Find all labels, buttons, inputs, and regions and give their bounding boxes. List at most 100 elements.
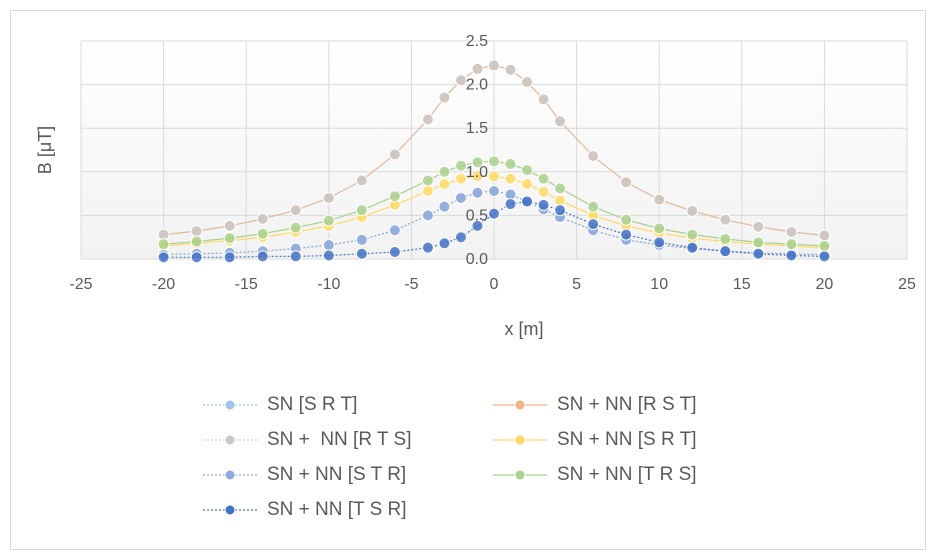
data-point [537, 185, 550, 198]
data-point [818, 239, 831, 252]
data-point [504, 198, 517, 211]
y-tick-label: 2.0 [466, 77, 488, 94]
data-point [719, 232, 732, 245]
data-point [785, 225, 798, 238]
data-point [620, 176, 633, 189]
data-point [421, 209, 434, 222]
data-point [504, 63, 517, 76]
legend-marker-icon [203, 469, 257, 481]
data-point [438, 237, 451, 250]
legend-marker-icon [493, 399, 547, 411]
x-tick-label: 10 [650, 276, 668, 293]
data-point [471, 156, 484, 169]
data-point [223, 232, 236, 245]
data-point [388, 190, 401, 203]
data-point [471, 186, 484, 199]
data-point [355, 247, 368, 260]
data-point [157, 238, 170, 251]
data-point [587, 200, 600, 213]
data-point [488, 155, 500, 168]
data-point [289, 250, 302, 263]
chart-frame: 0.0 0.5 1.0 1.5 2.0 2.5 -25 -20 -15 -10 -5 0 5 10 15 20… [10, 10, 926, 550]
data-point [454, 191, 467, 204]
data-point [653, 193, 666, 206]
x-tick-label: -20 [152, 276, 175, 293]
data-point [421, 174, 434, 187]
legend-marker-icon [493, 469, 547, 481]
data-point [190, 235, 203, 248]
x-axis-title: x [m] [505, 319, 544, 339]
legend-item: SN + NN [T R S] [491, 461, 697, 489]
data-point [554, 115, 567, 128]
data-point [388, 148, 401, 161]
data-point [504, 172, 517, 185]
data-point [289, 204, 302, 217]
data-point [322, 214, 335, 227]
y-tick-label: 0.5 [466, 207, 488, 224]
series-6 [157, 195, 831, 264]
data-point [752, 247, 765, 260]
data-point [388, 246, 401, 259]
data-point [438, 178, 451, 191]
data-point [521, 75, 534, 88]
x-tick-label: -10 [317, 276, 340, 293]
data-point [454, 159, 467, 172]
data-point [488, 170, 500, 183]
y-tick-label: 2.5 [466, 33, 488, 50]
data-point [818, 229, 831, 242]
data-point [256, 250, 269, 263]
y-tick-label: 1.5 [466, 120, 488, 137]
data-point [521, 164, 534, 177]
legend-label: SN + NN [S T R] [267, 464, 407, 485]
data-point [438, 200, 451, 213]
legend-marker-icon [203, 504, 257, 516]
data-point [322, 249, 335, 262]
data-point [256, 212, 269, 225]
x-tick-label: -15 [235, 276, 258, 293]
data-point [438, 91, 451, 104]
legend-marker-icon [203, 399, 257, 411]
y-tick-label: 0.0 [466, 251, 488, 268]
data-point [454, 172, 467, 185]
legend-label: SN + NN [R S T] [557, 394, 697, 415]
data-point [521, 195, 534, 208]
data-point [223, 251, 236, 264]
legend-label: SN + NN [R T S] [267, 429, 412, 450]
legend-item: SN + NN [R T S] [201, 426, 411, 454]
legend-item: SN + NN [T S R] [201, 496, 407, 524]
data-point [488, 184, 500, 197]
data-point [719, 245, 732, 258]
data-point [620, 213, 633, 226]
data-point [554, 204, 567, 217]
legend-marker-icon [203, 434, 257, 446]
data-point [454, 74, 467, 87]
data-point [752, 236, 765, 249]
data-point [256, 227, 269, 240]
data-point [686, 228, 699, 241]
data-point [421, 113, 434, 126]
legend-label: SN + NN [T R S] [557, 464, 697, 485]
data-point [488, 59, 500, 72]
chart-svg: 0.0 0.5 1.0 1.5 2.0 2.5 -25 -20 -15 -10 -5 0 5 10 15 20… [35, 33, 916, 339]
data-point [554, 182, 567, 195]
data-point [355, 174, 368, 187]
legend-item: SN [S R T] [201, 391, 357, 419]
x-tick-label: 25 [898, 276, 916, 293]
tick-labels: 0.0 0.5 1.0 1.5 2.0 2.5 -25 -20 -15 -10 -5 0 5 10 15 20… [69, 33, 916, 293]
legend-marker-icon [493, 434, 547, 446]
data-point [686, 205, 699, 218]
legend-label: SN + NN [S R T] [557, 429, 697, 450]
data-point [537, 172, 550, 185]
data-point [785, 238, 798, 251]
data-point [653, 222, 666, 235]
data-point [818, 250, 831, 263]
data-point [388, 224, 401, 237]
data-point [537, 93, 550, 106]
series-layer [157, 59, 831, 264]
x-tick-label: 15 [733, 276, 751, 293]
data-point [537, 198, 550, 211]
data-point [322, 239, 335, 252]
data-point [785, 249, 798, 262]
data-point [322, 191, 335, 204]
legend-label: SN + NN [T S R] [267, 499, 407, 520]
